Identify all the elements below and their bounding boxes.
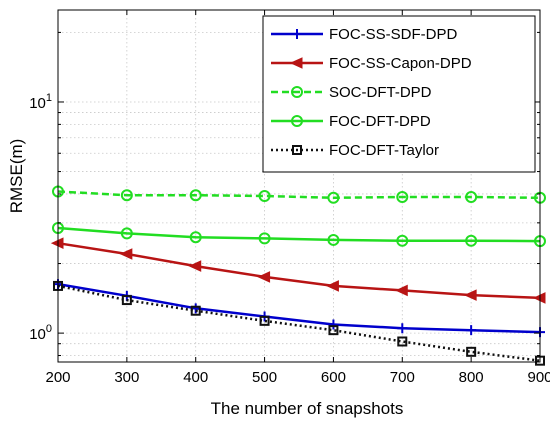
square-marker bbox=[190, 305, 201, 316]
legend-box bbox=[262, 15, 536, 173]
x-tick-label: 500 bbox=[252, 369, 277, 386]
triangle-marker bbox=[326, 280, 339, 292]
series-0 bbox=[53, 279, 545, 338]
legend-label: FOC-SS-SDF-DPD bbox=[329, 26, 457, 43]
circle-marker bbox=[465, 191, 478, 204]
legend-entry: SOC-DFT-DPD bbox=[271, 84, 432, 101]
legend-entry: FOC-DFT-DPD bbox=[271, 113, 431, 130]
circle-marker bbox=[327, 191, 340, 204]
series-line bbox=[57, 241, 541, 300]
square-marker bbox=[259, 315, 270, 326]
circle-marker bbox=[258, 189, 271, 202]
x-tick-label: 200 bbox=[45, 369, 70, 386]
plus-marker bbox=[328, 319, 339, 330]
plus-marker bbox=[466, 325, 477, 336]
circle-marker bbox=[120, 227, 133, 240]
circle-marker bbox=[189, 231, 202, 244]
x-tick-label: 400 bbox=[183, 369, 208, 386]
circle-marker bbox=[189, 189, 202, 202]
legend-entry: FOC-SS-SDF-DPD bbox=[271, 26, 457, 43]
square-marker bbox=[397, 336, 408, 347]
circle-marker bbox=[465, 234, 478, 247]
circle-marker bbox=[291, 115, 303, 127]
series-1 bbox=[50, 237, 546, 304]
square-marker bbox=[121, 295, 132, 306]
x-tick-label: 300 bbox=[114, 369, 139, 386]
x-tick-label: 600 bbox=[321, 369, 346, 386]
circle-marker bbox=[258, 232, 271, 245]
legend: FOC-SS-SDF-DPD FOC-SS-Capon-DPD SOC-DFT-DP… bbox=[262, 15, 536, 173]
series-line bbox=[57, 190, 541, 200]
legend-label: FOC-DFT-DPD bbox=[329, 113, 431, 130]
circle-marker bbox=[291, 86, 303, 98]
y-tick-label: 101 bbox=[29, 92, 52, 112]
square-marker bbox=[292, 145, 302, 155]
legend-label: FOC-SS-Capon-DPD bbox=[329, 55, 472, 72]
legend-entry: FOC-DFT-Taylor bbox=[271, 142, 439, 159]
square-marker bbox=[466, 346, 477, 357]
x-tick-label: 800 bbox=[459, 369, 484, 386]
triangle-marker bbox=[257, 271, 271, 283]
triangle-marker bbox=[289, 57, 303, 69]
x-axis-label: The number of snapshots bbox=[211, 399, 404, 418]
circle-marker bbox=[120, 189, 133, 202]
square-marker bbox=[328, 325, 339, 336]
plus-marker bbox=[292, 29, 302, 39]
legend-label: FOC-DFT-Taylor bbox=[329, 142, 439, 159]
circle-marker bbox=[396, 234, 409, 247]
plus-marker bbox=[397, 323, 408, 334]
axis-ticks: 200 300 400 500 600 700 800 900 100 101 bbox=[29, 10, 550, 386]
series-2 bbox=[52, 185, 546, 204]
triangle-marker bbox=[395, 284, 408, 297]
series-line bbox=[57, 226, 541, 243]
series-line bbox=[57, 282, 541, 334]
legend-entry: FOC-SS-Capon-DPD bbox=[271, 55, 472, 72]
triangle-marker bbox=[188, 260, 202, 272]
triangle-marker bbox=[463, 289, 477, 301]
y-axis-label: RMSE(m) bbox=[7, 139, 26, 214]
series-line bbox=[57, 284, 541, 362]
series-group bbox=[50, 185, 546, 366]
x-tick-label: 700 bbox=[390, 369, 415, 386]
plot-frame bbox=[57, 9, 541, 363]
circle-marker bbox=[327, 233, 340, 246]
y-tick-label: 100 bbox=[29, 323, 52, 343]
circle-marker bbox=[396, 191, 409, 204]
series-4 bbox=[53, 280, 545, 366]
triangle-marker bbox=[119, 248, 133, 260]
legend-label: SOC-DFT-DPD bbox=[329, 84, 432, 101]
x-tick-label: 900 bbox=[527, 369, 550, 386]
